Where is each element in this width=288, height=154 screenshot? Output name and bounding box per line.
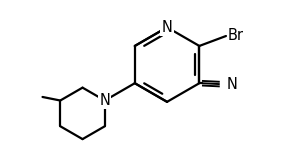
Text: Br: Br	[228, 28, 244, 43]
Text: N: N	[162, 20, 173, 35]
Text: N: N	[227, 77, 238, 92]
Text: N: N	[99, 93, 110, 108]
